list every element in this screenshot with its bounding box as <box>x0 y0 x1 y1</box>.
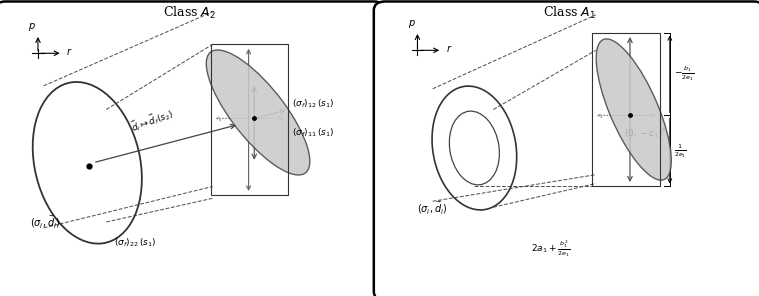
FancyBboxPatch shape <box>374 1 759 296</box>
Text: $(0,-c_1)^{\mathrm{T}}$: $(0,-c_1)^{\mathrm{T}}$ <box>625 126 668 140</box>
Text: $r$: $r$ <box>446 43 452 54</box>
Text: $(\sigma_i, \vec{d}_i)$: $(\sigma_i, \vec{d}_i)$ <box>417 199 448 216</box>
Text: $p$: $p$ <box>408 17 416 30</box>
Text: $p$: $p$ <box>28 20 36 33</box>
Text: Class $A_1$: Class $A_1$ <box>543 4 596 20</box>
Text: $(\sigma_f)_{11}\,(s_1)$: $(\sigma_f)_{11}\,(s_1)$ <box>292 127 335 139</box>
Text: Class $A_2$: Class $A_2$ <box>163 4 216 20</box>
Text: $r$: $r$ <box>67 46 73 57</box>
FancyBboxPatch shape <box>0 1 386 296</box>
Text: $\vec{d}_i \mapsto \vec{d}_f(s_2)$: $\vec{d}_i \mapsto \vec{d}_f(s_2)$ <box>128 105 175 135</box>
Text: $(\sigma_f)_{12}\,(s_1)$: $(\sigma_f)_{12}\,(s_1)$ <box>292 97 335 110</box>
Text: $(\sigma_f)_{22}\,(s_1)$: $(\sigma_f)_{22}\,(s_1)$ <box>114 237 156 249</box>
Text: $-\frac{b_1}{2e_1}$: $-\frac{b_1}{2e_1}$ <box>674 65 694 83</box>
Text: $(\sigma_i, \vec{d}_i)$: $(\sigma_i, \vec{d}_i)$ <box>30 213 61 231</box>
Ellipse shape <box>206 50 310 175</box>
Text: $2a_1 + \frac{b_1^2}{2e_1}$: $2a_1 + \frac{b_1^2}{2e_1}$ <box>531 239 570 259</box>
Text: $\frac{1}{2e_1}$: $\frac{1}{2e_1}$ <box>674 142 687 160</box>
Ellipse shape <box>597 39 671 180</box>
